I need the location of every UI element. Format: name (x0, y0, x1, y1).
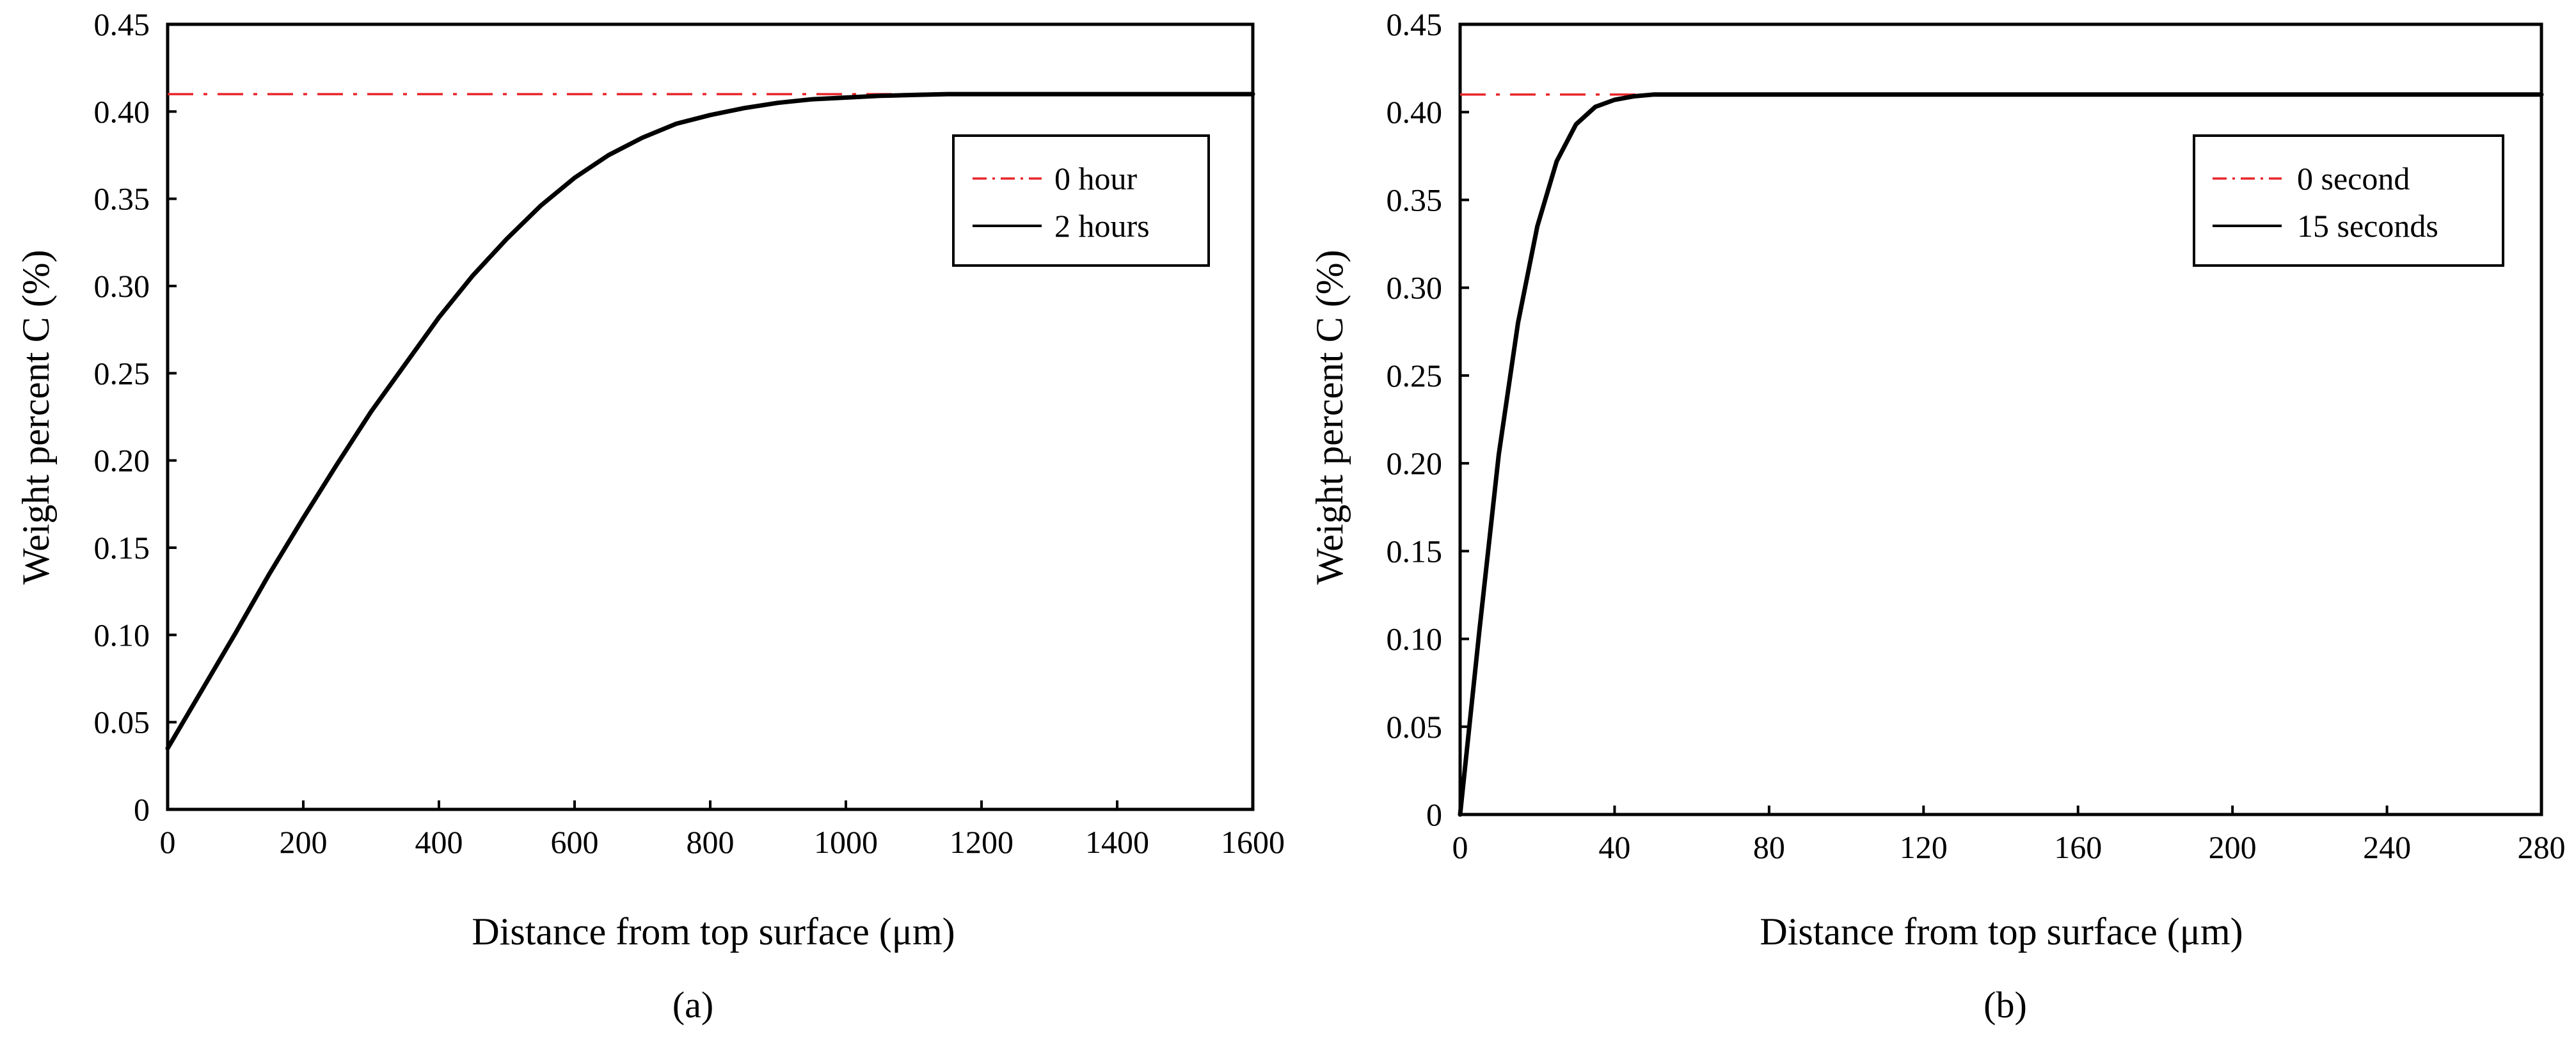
y-tick-label: 0 (134, 791, 150, 827)
y-tick-label: 0.25 (94, 355, 150, 391)
legend-label-15-seconds: 15 seconds (2297, 208, 2438, 244)
x-tick-label: 800 (687, 824, 735, 860)
legend: 0 second 15 seconds (2193, 134, 2504, 267)
series-line-2-hours (165, 91, 1255, 751)
x-axis-ticks: 0 40 80 120 160 200 240 280 (1452, 806, 2566, 865)
y-tick-label: 0.15 (1387, 533, 1443, 569)
x-axis-title: Distance from top surface (μm) (1760, 910, 2243, 953)
y-tick-label: 0 (1426, 797, 1442, 832)
x-tick-label: 400 (415, 824, 463, 860)
x-tick-label: 160 (2054, 829, 2102, 865)
x-tick-label: 120 (1900, 829, 1948, 865)
y-axis-title: Weight percent C (%) (1308, 250, 1351, 584)
legend-box (2193, 134, 2504, 267)
x-tick-label: 240 (2363, 829, 2411, 865)
y-tick-label: 0.45 (1387, 6, 1443, 42)
panel-label: (b) (1984, 984, 2027, 1026)
y-tick-label: 0.35 (94, 181, 150, 217)
x-tick-label: 200 (2209, 829, 2257, 865)
x-tick-label: 280 (2518, 829, 2566, 865)
legend-label-0-second: 0 second (2297, 161, 2410, 196)
y-tick-label: 0.30 (94, 268, 150, 304)
x-tick-label: 0 (1452, 829, 1468, 865)
y-tick-label: 0.40 (1387, 94, 1443, 130)
x-tick-label: 1600 (1221, 824, 1285, 860)
x-tick-label: 1000 (814, 824, 878, 860)
chart-panel-b: 0 40 80 120 160 200 240 280 0 0.05 0.10 0.15 0.20 0.… (1308, 6, 2566, 1026)
x-axis-title: Distance from top surface (μm) (472, 910, 955, 953)
x-axis-ticks: 0 200 400 600 800 1000 1200 1400 1600 (160, 800, 1285, 860)
y-tick-label: 0.25 (1387, 358, 1443, 393)
y-tick-label: 0.10 (94, 617, 150, 653)
y-tick-label: 0.35 (1387, 182, 1443, 218)
chart-marks (165, 91, 1255, 751)
y-tick-label: 0.10 (1387, 621, 1443, 657)
y-tick-label: 0.15 (94, 530, 150, 566)
series-line-15-seconds (1458, 92, 2544, 817)
y-tick-label: 0.20 (94, 443, 150, 479)
chart-panel-a: 0 200 400 600 800 1000 1200 1400 1600 00.050.100… (15, 6, 1285, 1026)
x-tick-label: 40 (1598, 829, 1630, 865)
x-tick-label: 1200 (950, 824, 1014, 860)
y-tick-label: 0.30 (1387, 270, 1443, 306)
y-tick-label: 0.45 (94, 6, 150, 42)
chart-marks (1458, 92, 2544, 817)
legend-label-0-hour: 0 hour (1054, 161, 1138, 196)
x-tick-label: 80 (1753, 829, 1785, 865)
x-tick-label: 200 (280, 824, 328, 860)
x-tick-label: 600 (551, 824, 599, 860)
panel-label: (a) (672, 984, 713, 1026)
y-axis-title: Weight percent C (%) (15, 250, 57, 584)
y-tick-label: 0.20 (1387, 445, 1443, 481)
legend-label-2-hours: 2 hours (1054, 208, 1150, 244)
y-tick-label: 0.40 (94, 93, 150, 129)
legend: 0 hour 2 hours (952, 134, 1210, 267)
y-tick-label: 0.05 (94, 704, 150, 740)
x-tick-label: 0 (160, 824, 176, 860)
y-tick-label: 0.05 (1387, 709, 1443, 745)
x-tick-label: 1400 (1085, 824, 1149, 860)
y-axis-ticks: 0 0.05 0.10 0.15 0.20 0.25 0.30 0.35 0.40 0.45 (94, 6, 177, 827)
legend-box (952, 134, 1210, 267)
y-axis-ticks: 0 0.05 0.10 0.15 0.20 0.25 0.30 0.35 0.40 0.45 (1387, 6, 1469, 832)
